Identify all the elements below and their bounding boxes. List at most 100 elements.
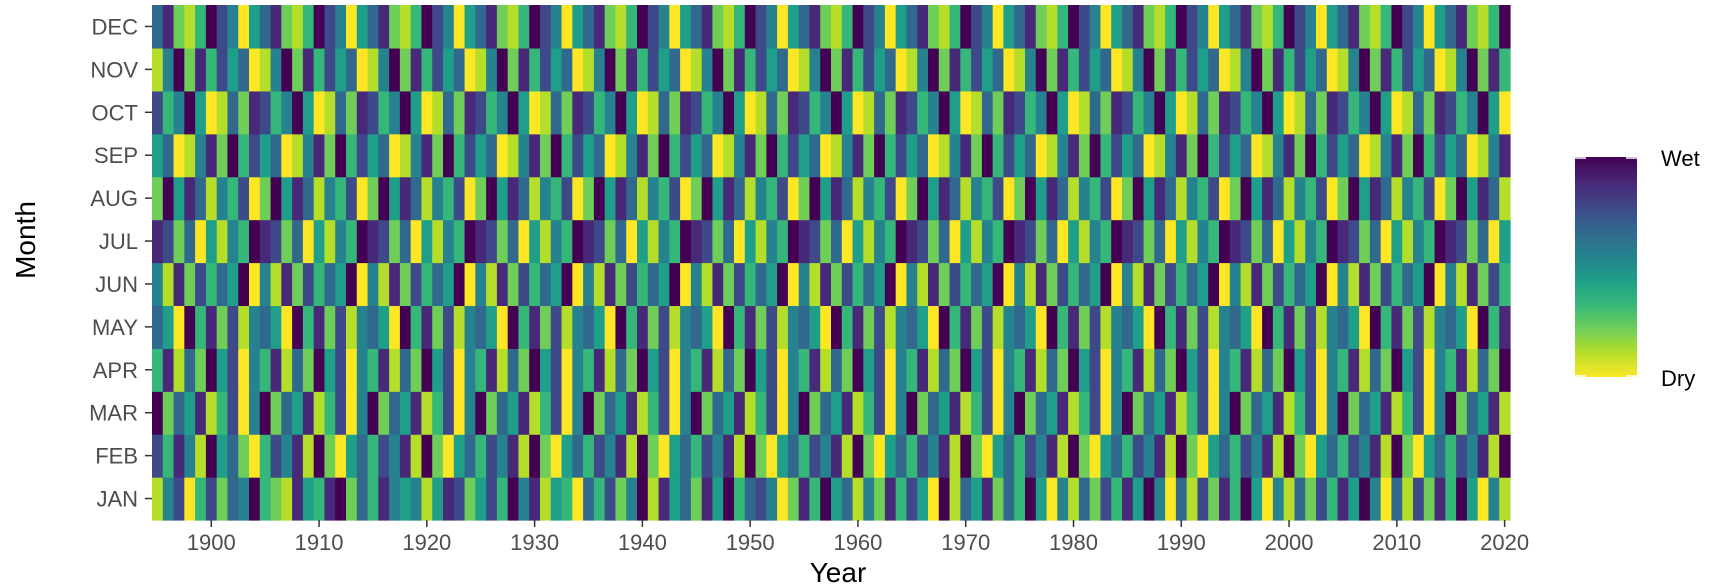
heat-cell [518, 434, 530, 478]
heat-cell [1434, 391, 1446, 435]
heat-cell [1466, 434, 1479, 478]
heat-cell [1359, 477, 1371, 521]
heat-cell [410, 90, 423, 135]
heat-cell [540, 133, 552, 178]
heat-cell [152, 90, 164, 135]
heat-cell [1143, 176, 1155, 221]
heat-cell [1165, 305, 1177, 349]
heat-cell [173, 477, 185, 521]
heat-cell [1035, 305, 1048, 349]
heat-cell [723, 477, 735, 521]
heat-cell [1262, 477, 1274, 521]
heat-cell [755, 305, 767, 349]
heat-cell [389, 391, 401, 435]
heat-cell [550, 434, 563, 478]
heat-cell [1294, 90, 1306, 135]
heat-cell [1488, 219, 1500, 264]
heat-cell [1380, 47, 1393, 92]
heat-cell [1165, 391, 1177, 435]
heat-cell [421, 90, 433, 135]
heat-cell [1100, 434, 1112, 478]
heat-cell [1262, 348, 1274, 392]
heat-cell [1240, 133, 1252, 178]
heat-cell [971, 477, 983, 521]
heat-cell [1348, 305, 1360, 349]
heat-cell [593, 305, 606, 349]
heat-cell [766, 176, 778, 221]
heat-cell [1240, 434, 1252, 478]
heat-cell [518, 262, 530, 307]
heat-cell [1305, 434, 1317, 478]
heat-cell [1068, 348, 1080, 392]
heat-cell [475, 5, 487, 49]
heat-cell [712, 434, 724, 478]
heat-cell [302, 477, 315, 521]
heat-cell [884, 434, 897, 478]
heat-cell [216, 219, 229, 264]
heat-cell [259, 348, 272, 392]
heat-cell [1068, 90, 1080, 135]
heat-cell [173, 219, 185, 264]
heat-cell [249, 219, 261, 264]
heat-cell [346, 477, 358, 521]
heat-cell [863, 176, 875, 221]
heat-cell [529, 348, 541, 392]
heat-cell [701, 5, 714, 49]
heat-cell [809, 348, 821, 392]
heat-cell [701, 133, 714, 178]
heat-cell [723, 5, 735, 49]
heat-cell [1025, 90, 1037, 135]
heat-cell [820, 434, 832, 478]
heat-cell [152, 5, 164, 49]
heat-cell [615, 47, 627, 92]
heat-cell [1111, 133, 1123, 178]
heat-cell [518, 477, 530, 521]
heat-cell [1380, 5, 1393, 49]
heat-cell [1100, 90, 1112, 135]
heat-cell [518, 5, 530, 49]
heat-cell [292, 5, 304, 49]
heat-cell [496, 133, 509, 178]
heat-cell [184, 391, 196, 435]
heat-cell [1423, 434, 1436, 478]
heat-cell [604, 219, 617, 264]
heat-cell [712, 477, 724, 521]
heat-cell [1456, 348, 1468, 392]
heat-cell [1477, 176, 1490, 221]
heat-cell [1369, 90, 1382, 135]
heat-cell [863, 477, 875, 521]
heat-cell [324, 5, 336, 49]
heat-cell [755, 47, 767, 92]
heat-cell [1057, 477, 1069, 521]
heat-cell [184, 47, 196, 92]
heat-cell [421, 133, 433, 178]
heat-cell [1348, 219, 1360, 264]
heat-cell [496, 219, 509, 264]
heat-cell [1057, 176, 1069, 221]
heat-cell [356, 305, 369, 349]
year-label-1960: 1960 [833, 530, 882, 555]
heat-cell [971, 176, 983, 221]
heat-cell [1132, 5, 1145, 49]
heat-cell [669, 477, 681, 521]
heat-cell [637, 133, 649, 178]
heat-cell [1046, 5, 1058, 49]
heat-cell [270, 47, 282, 92]
heat-cell [1369, 133, 1382, 178]
heat-cell [1359, 219, 1371, 264]
heat-cell [938, 219, 951, 264]
heat-cell [971, 391, 983, 435]
heat-cell [152, 47, 164, 92]
heat-cell [561, 477, 573, 521]
heat-cell [292, 305, 304, 349]
heat-cell [1208, 434, 1220, 478]
heat-cell [981, 133, 994, 178]
heat-cell [1251, 5, 1263, 49]
heat-cell [1219, 133, 1231, 178]
heat-cell [162, 391, 175, 435]
heat-cell [1089, 219, 1102, 264]
heat-cell [324, 477, 336, 521]
heat-cell [1456, 305, 1468, 349]
heat-cell [1175, 434, 1188, 478]
heat-cell [1111, 5, 1123, 49]
